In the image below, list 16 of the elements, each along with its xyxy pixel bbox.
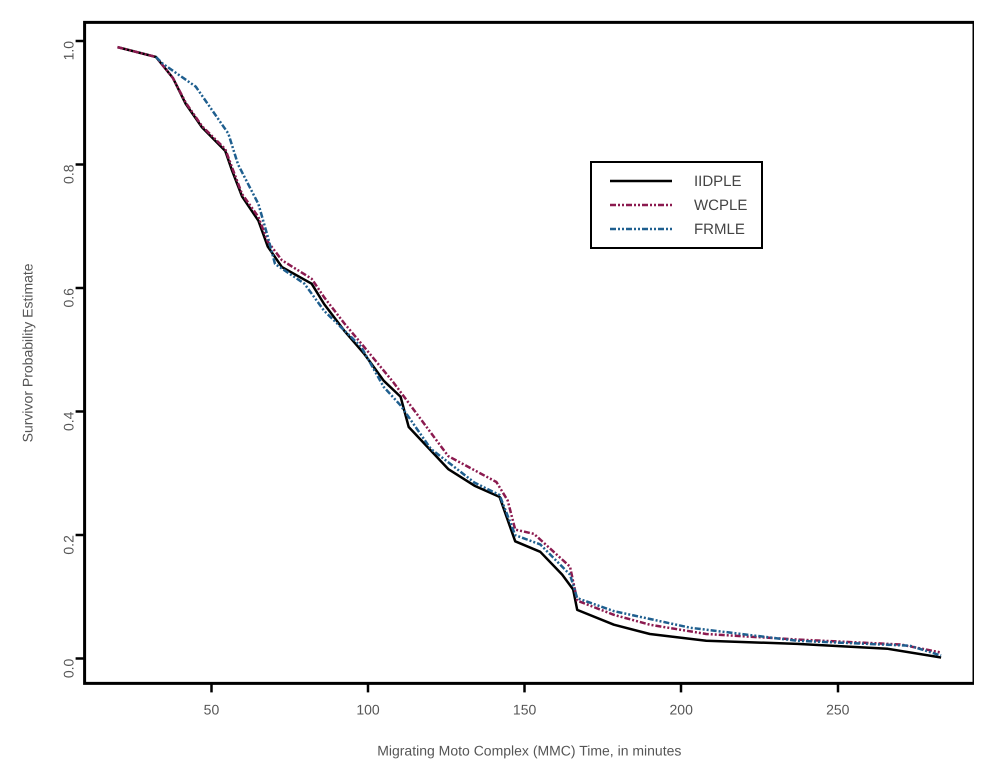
y-tick-label: 0.2 — [60, 534, 76, 555]
y-tick-label: 0.4 — [60, 411, 76, 432]
x-tick-label: 150 — [512, 702, 536, 718]
y-tick-label: 0.0 — [60, 658, 76, 678]
x-axis-title: Migrating Moto Complex (MMC) Time, in minutes — [377, 742, 682, 758]
y-tick-label: 0.8 — [60, 164, 76, 184]
legend-label: WCPLE — [694, 196, 748, 214]
y-axis-title: Survivor Probability Estimate — [19, 263, 36, 442]
y-tick-label: 1.0 — [60, 40, 76, 60]
legend-label: IIDPLE — [694, 172, 742, 190]
x-tick-label: 250 — [826, 702, 850, 718]
x-tick-label: 200 — [670, 702, 694, 718]
x-tick-label: 50 — [204, 702, 220, 718]
y-tick-label: 0.6 — [60, 288, 76, 308]
x-tick-label: 100 — [356, 702, 380, 718]
legend-label: FRMLE — [694, 220, 745, 238]
